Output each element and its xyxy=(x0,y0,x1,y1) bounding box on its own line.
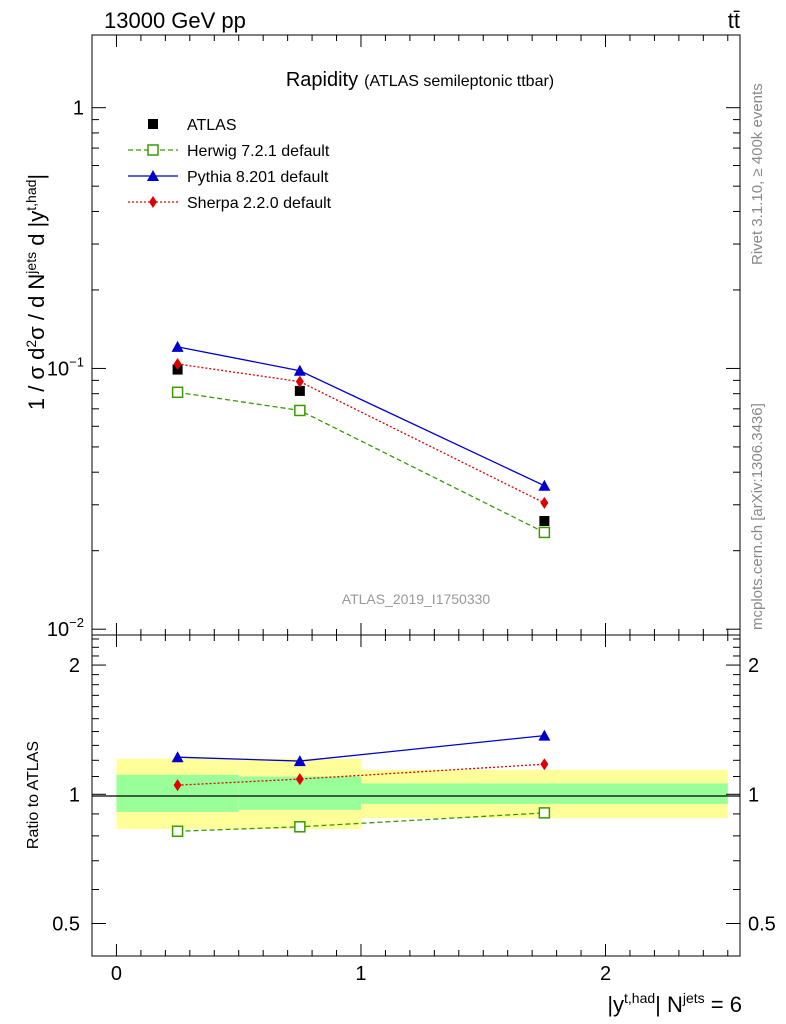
ratio-series-pythia xyxy=(171,729,551,767)
main-y-tick-labels: 10−2 10−1 1 xyxy=(47,98,84,642)
ratio-series-sherpa xyxy=(173,758,549,792)
plot-title-main: Rapidity xyxy=(286,69,358,91)
ratio-data-point xyxy=(173,779,182,792)
legend-label: Pythia 8.201 default xyxy=(187,169,329,186)
legend: ATLAS Herwig 7.2.1 default Pythia 8.201 de… xyxy=(128,117,332,212)
ratio-data-point xyxy=(538,729,551,741)
series-line xyxy=(177,363,545,504)
svg-text:|yt,had| Njets = 6: |yt,had| Njets = 6 xyxy=(607,990,742,1017)
data-point xyxy=(171,386,184,399)
ratio-y-tick-label: 0.5 xyxy=(52,913,80,935)
y-tick-label: 10−2 xyxy=(47,615,84,641)
x-tick-label: 2 xyxy=(600,963,611,985)
ratio-data-point xyxy=(538,807,551,819)
svg-text:1 / σ d2σ / d Njets d |yt,had|: 1 / σ d2σ / d Njets d |yt,had| xyxy=(23,174,49,410)
process-label: tt̄ xyxy=(728,8,740,33)
watermark: ATLAS_2019_I1750330 xyxy=(342,591,491,607)
data-point xyxy=(294,404,306,417)
x-axis-label: |yt,had| Njets = 6 xyxy=(607,990,742,1017)
ratio-series-group xyxy=(171,729,551,838)
legend-marker xyxy=(148,119,158,129)
ratio-y-axis-label: Ratio to ATLAS xyxy=(25,741,42,849)
series-line xyxy=(177,346,545,487)
ratio-y-tick-label-right: 2 xyxy=(748,655,759,677)
rivet-label: Rivet 3.1.10, ≥ 400k events xyxy=(749,83,766,265)
series-line xyxy=(177,391,545,534)
energy-label: 13000 GeV pp xyxy=(104,8,246,33)
main-y-axis-label: 1 / σ d2σ / d Njets d |yt,had| xyxy=(23,174,49,410)
series-pythia xyxy=(171,340,551,491)
ratio-y-tick-label-right: 1 xyxy=(748,784,759,806)
ratio-data-point xyxy=(293,755,306,767)
main-axis-ticks xyxy=(92,35,740,635)
data-point xyxy=(173,357,182,370)
data-point xyxy=(171,340,184,352)
series-sherpa xyxy=(173,357,549,509)
band-green xyxy=(360,783,728,804)
plot-title: Rapidity (ATLAS semileptonic ttbar) xyxy=(286,69,554,91)
data-point xyxy=(295,375,304,388)
main-panel: 10−2 10−1 1 ATLAS_2019_I1750330 Rapidity (A… xyxy=(47,34,741,642)
legend-marker xyxy=(147,144,159,156)
y-tick-label: 10−1 xyxy=(47,354,84,380)
y-tick-label: 1 xyxy=(73,98,84,120)
ratio-y-tick-label-right: 0.5 xyxy=(748,913,776,935)
ratio-uncertainty-bands xyxy=(116,758,728,830)
x-tick-label: 1 xyxy=(355,963,366,985)
legend-marker xyxy=(147,170,159,181)
ratio-axis-ticks xyxy=(92,635,740,956)
ratio-series-herwig xyxy=(171,807,551,838)
ratio-data-point xyxy=(171,751,184,763)
ratio-plot-frame xyxy=(91,634,741,957)
ratio-panel: 0.5 0.5 1 1 2 2 0 1 2 xyxy=(52,634,776,985)
legend-label: Sherpa 2.2.0 default xyxy=(187,195,332,212)
ratio-data-point xyxy=(171,825,184,838)
source-label: mcplots.cern.ch [arXiv:1306.3436] xyxy=(749,403,766,630)
legend-marker xyxy=(149,196,157,208)
data-point xyxy=(538,479,551,491)
ratio-y-tick-label: 1 xyxy=(69,784,80,806)
ratio-y-tick-labels: 0.5 0.5 1 1 2 2 xyxy=(52,655,776,935)
ratio-series-line xyxy=(177,734,545,762)
ratio-data-point xyxy=(540,758,549,771)
x-tick-label: 0 xyxy=(111,963,122,985)
ratio-data-point xyxy=(295,773,304,786)
data-point xyxy=(540,496,549,509)
series-herwig xyxy=(171,386,551,539)
ratio-series-line xyxy=(177,763,545,786)
data-point xyxy=(538,526,551,539)
plot-title-sub: (ATLAS semileptonic ttbar) xyxy=(364,73,554,90)
data-point xyxy=(293,364,306,376)
ratio-y-tick-label: 2 xyxy=(69,655,80,677)
legend-label: ATLAS xyxy=(187,117,237,134)
ratio-data-point xyxy=(294,821,306,833)
series-atlas xyxy=(172,364,550,526)
data-point xyxy=(539,515,550,526)
ratio-x-tick-labels: 0 1 2 xyxy=(111,963,611,985)
main-series-group xyxy=(171,340,551,539)
legend-label: Herwig 7.2.1 default xyxy=(187,143,330,160)
data-point xyxy=(294,385,305,396)
